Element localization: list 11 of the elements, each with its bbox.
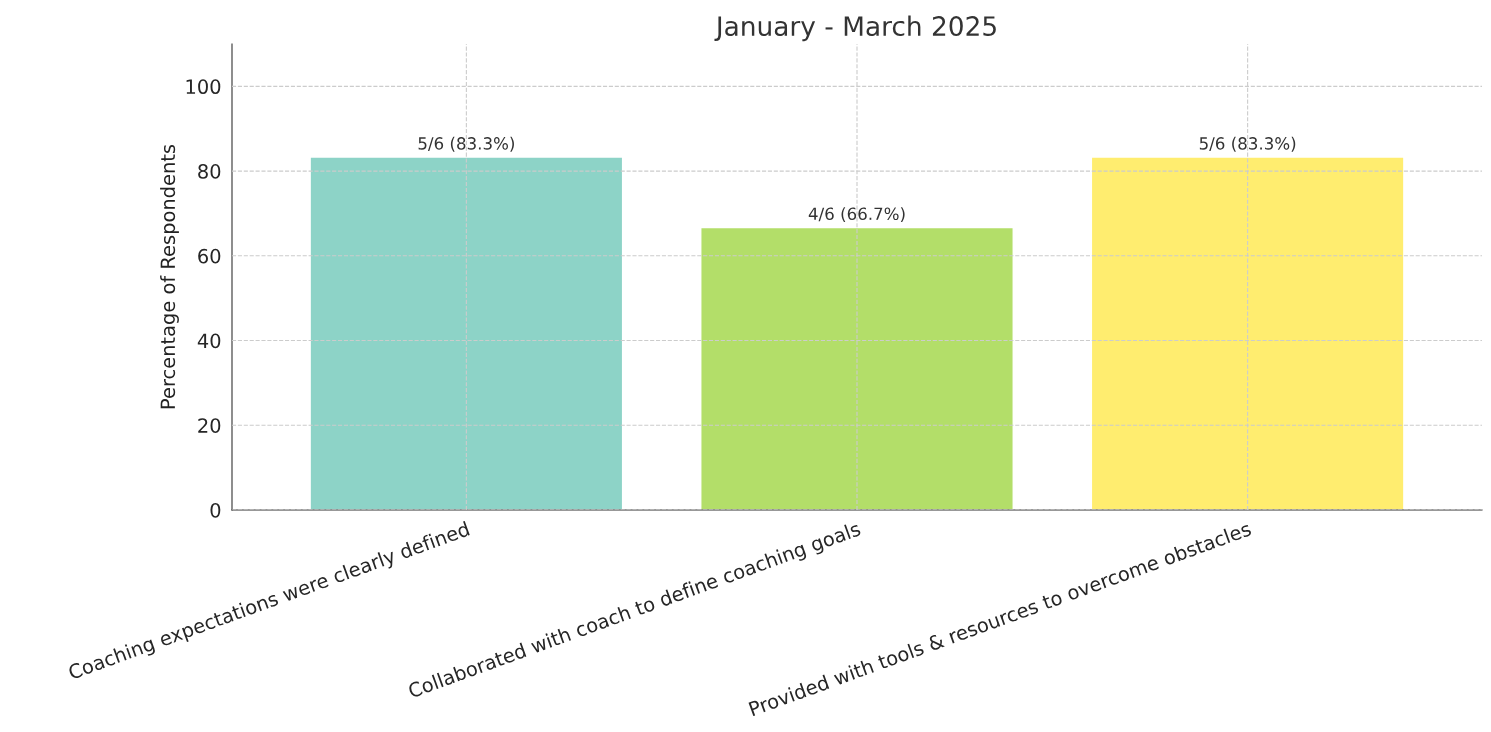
- y-tick-label: 80: [198, 164, 221, 179]
- y-tick-label: 60: [198, 248, 221, 264]
- y-tick-label: 20: [198, 418, 221, 433]
- y-axis-title: Percentage of Respondents: [160, 144, 179, 409]
- chart-title: January - March 2025: [714, 15, 996, 42]
- y-tick-label: 100: [186, 79, 221, 95]
- y-tick-label: 0: [210, 502, 221, 518]
- y-tick-label: 40: [197, 333, 221, 349]
- data-label: 5/6 (83.3%): [1199, 136, 1296, 152]
- data-label: 4/6 (66.7%): [808, 207, 905, 222]
- data-label: 5/6 (83.3%): [418, 136, 514, 152]
